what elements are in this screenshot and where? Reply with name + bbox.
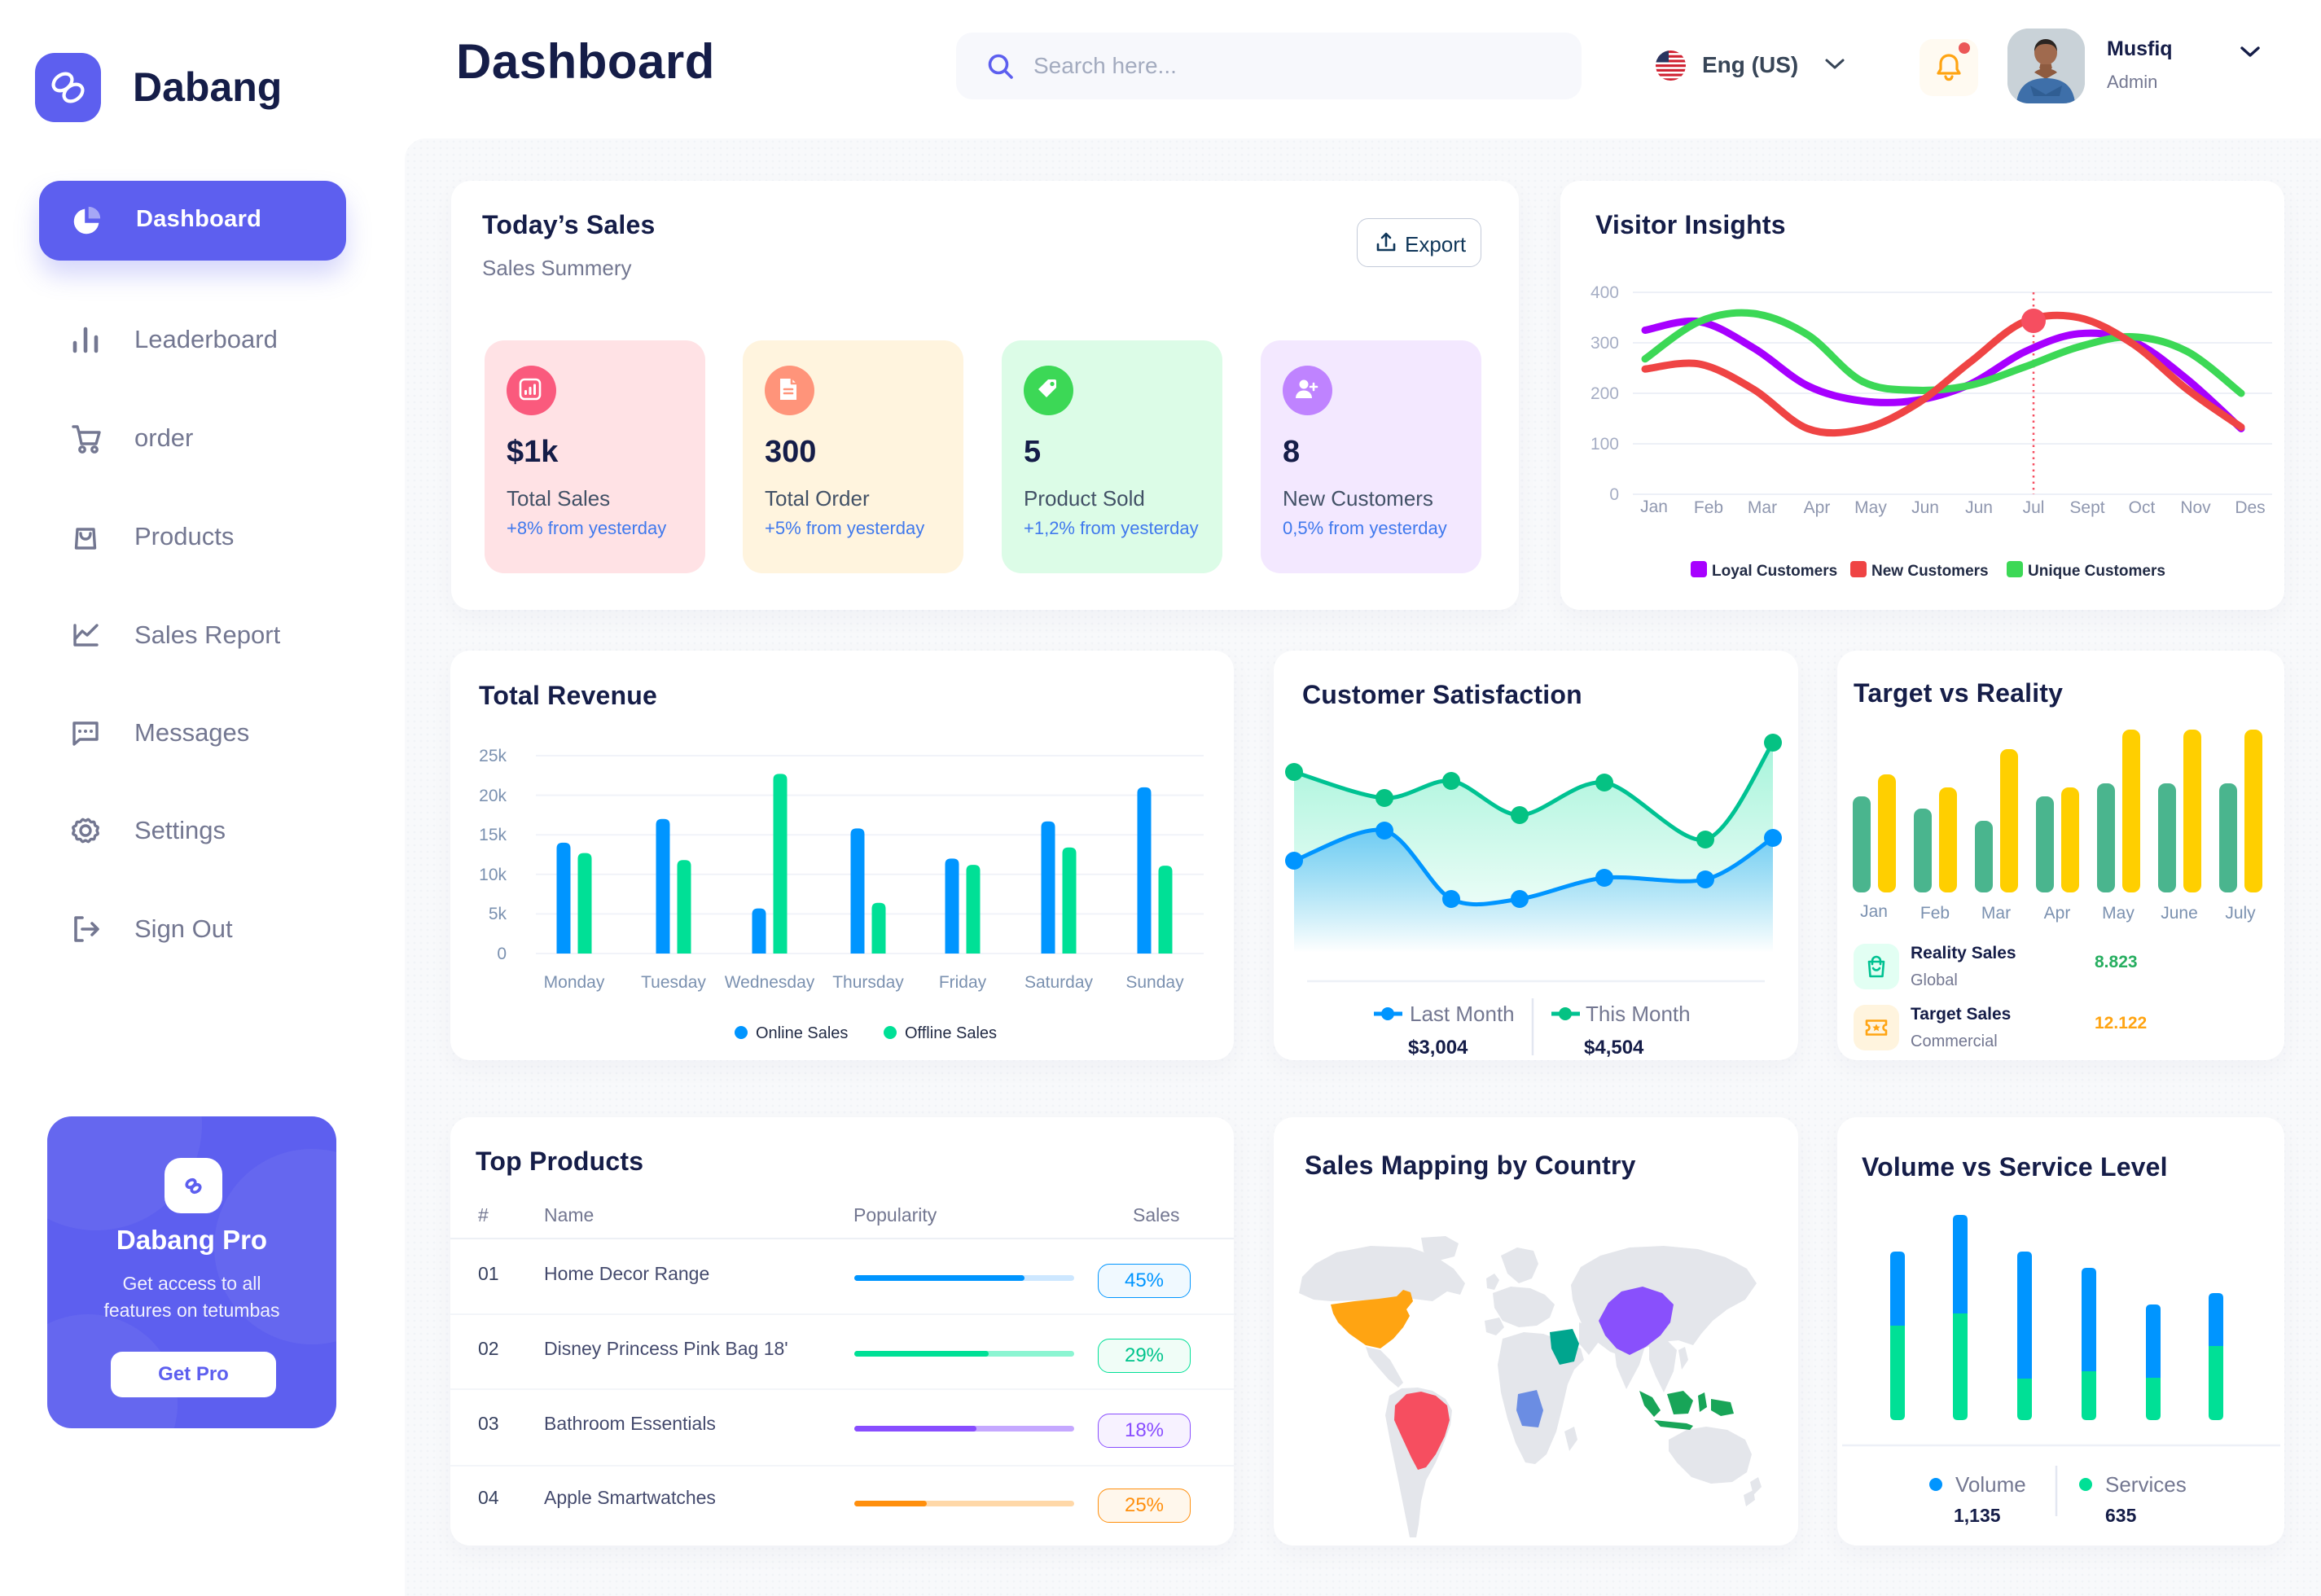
svg-text:Tuesday: Tuesday: [641, 973, 706, 992]
svg-text:100: 100: [1590, 435, 1619, 454]
svg-text:400: 400: [1590, 283, 1619, 302]
svg-text:Sunday: Sunday: [1125, 973, 1184, 992]
svg-text:25k: 25k: [479, 747, 507, 765]
svg-text:0: 0: [497, 945, 507, 963]
svg-text:5k: 5k: [489, 905, 507, 923]
svg-text:May: May: [2102, 904, 2135, 923]
svg-text:635: 635: [2105, 1505, 2137, 1526]
svg-text:$3,004: $3,004: [1408, 1037, 1468, 1059]
svg-text:Monday: Monday: [544, 973, 605, 992]
svg-text:Loyal Customers: Loyal Customers: [1712, 563, 1837, 580]
svg-text:Sept: Sept: [2069, 498, 2104, 517]
svg-text:20k: 20k: [479, 787, 507, 805]
svg-text:Des: Des: [2235, 498, 2265, 517]
svg-text:Jun: Jun: [1911, 498, 1939, 517]
svg-text:Wednesday: Wednesday: [725, 973, 815, 992]
svg-text:$4,504: $4,504: [1584, 1037, 1644, 1059]
svg-text:Oct: Oct: [2129, 498, 2156, 517]
svg-text:Mar: Mar: [1981, 904, 2011, 923]
svg-text:15k: 15k: [479, 826, 507, 844]
svg-text:Saturday: Saturday: [1024, 973, 1094, 992]
svg-text:Jun: Jun: [1965, 498, 1993, 517]
svg-text:July: July: [2225, 904, 2256, 923]
svg-text:Jan: Jan: [1860, 902, 1888, 921]
svg-text:This Month: This Month: [1586, 1002, 1691, 1026]
svg-text:Last Month: Last Month: [1410, 1002, 1515, 1026]
svg-text:Services: Services: [2105, 1472, 2187, 1497]
svg-text:Online Sales: Online Sales: [756, 1024, 848, 1042]
svg-text:Nov: Nov: [2180, 498, 2211, 517]
svg-text:Offline Sales: Offline Sales: [905, 1024, 997, 1042]
svg-text:1,135: 1,135: [1954, 1505, 2001, 1526]
svg-text:New Customers: New Customers: [1871, 563, 1989, 580]
svg-text:0: 0: [1609, 485, 1619, 504]
svg-text:May: May: [1854, 498, 1887, 517]
svg-text:200: 200: [1590, 384, 1619, 403]
svg-text:Feb: Feb: [1920, 904, 1950, 923]
svg-text:Jan: Jan: [1640, 498, 1668, 516]
svg-text:Apr: Apr: [1804, 498, 1831, 517]
svg-text:Friday: Friday: [939, 973, 987, 992]
svg-text:300: 300: [1590, 334, 1619, 353]
svg-text:Apr: Apr: [2044, 904, 2071, 923]
svg-text:Mar: Mar: [1748, 498, 1777, 517]
svg-text:Unique Customers: Unique Customers: [2028, 563, 2165, 580]
svg-text:Jul: Jul: [2023, 498, 2045, 517]
svg-text:Volume: Volume: [1955, 1472, 2026, 1497]
svg-text:Feb: Feb: [1694, 498, 1723, 517]
svg-text:10k: 10k: [479, 866, 507, 884]
svg-text:June: June: [2161, 904, 2198, 923]
svg-text:Thursday: Thursday: [832, 973, 904, 992]
